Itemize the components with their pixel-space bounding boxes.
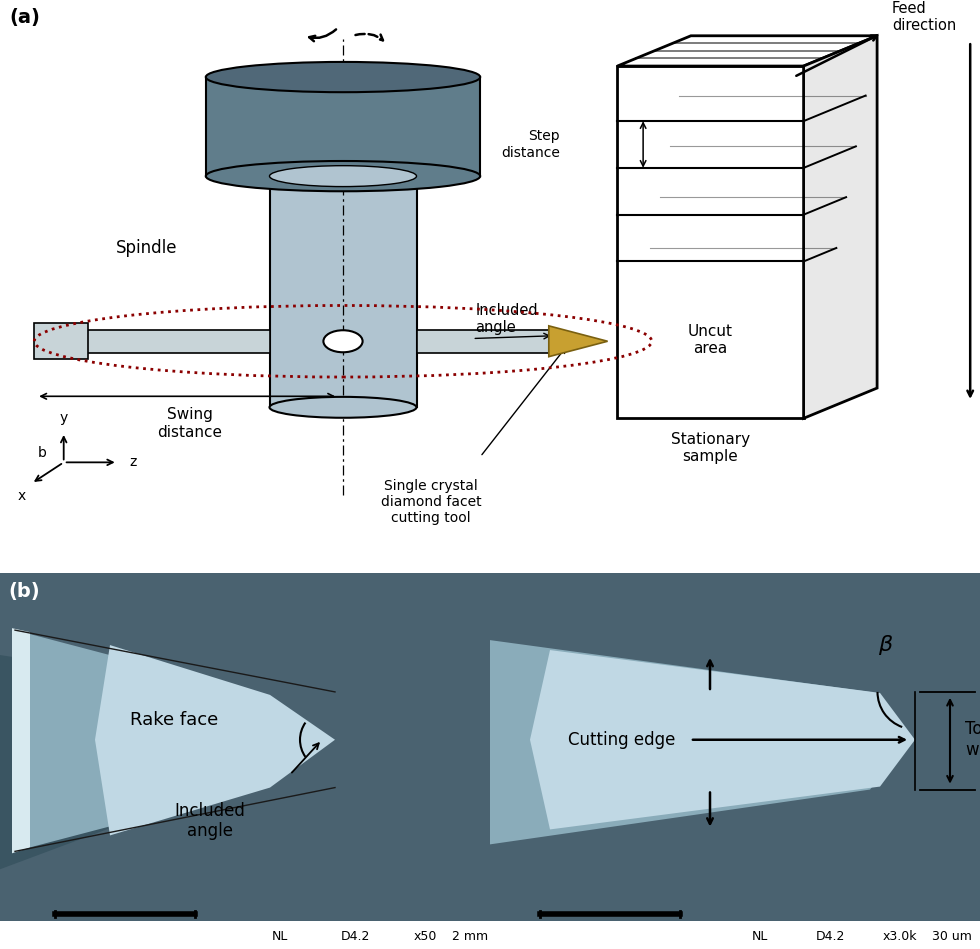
Text: x: x bbox=[18, 489, 25, 503]
FancyBboxPatch shape bbox=[416, 329, 549, 353]
Text: Tool
width: Tool width bbox=[965, 720, 980, 759]
FancyBboxPatch shape bbox=[206, 77, 480, 177]
Text: b: b bbox=[37, 446, 47, 459]
Text: z: z bbox=[129, 456, 137, 470]
Text: x3.0k: x3.0k bbox=[883, 930, 917, 942]
Text: Feed
direction: Feed direction bbox=[892, 1, 956, 33]
Text: Swing
distance: Swing distance bbox=[157, 407, 222, 439]
Text: NL: NL bbox=[271, 930, 288, 942]
Ellipse shape bbox=[206, 62, 480, 92]
Polygon shape bbox=[15, 630, 330, 851]
Polygon shape bbox=[804, 36, 877, 419]
Text: Cutting edge: Cutting edge bbox=[567, 731, 675, 749]
Polygon shape bbox=[549, 326, 608, 357]
Text: Rake face: Rake face bbox=[130, 711, 219, 729]
Text: x50: x50 bbox=[414, 930, 437, 942]
Text: (a): (a) bbox=[10, 9, 41, 28]
FancyBboxPatch shape bbox=[617, 66, 804, 419]
Ellipse shape bbox=[206, 161, 480, 192]
FancyBboxPatch shape bbox=[34, 323, 88, 360]
Text: 30 um: 30 um bbox=[932, 930, 972, 942]
Polygon shape bbox=[0, 655, 310, 869]
FancyBboxPatch shape bbox=[0, 573, 980, 923]
Polygon shape bbox=[95, 645, 335, 835]
Text: β: β bbox=[878, 635, 892, 655]
Text: 2 mm: 2 mm bbox=[452, 930, 488, 942]
Polygon shape bbox=[617, 36, 877, 66]
Text: Included
angle: Included angle bbox=[174, 802, 245, 840]
FancyBboxPatch shape bbox=[270, 177, 416, 407]
Text: (b): (b) bbox=[8, 583, 39, 602]
Polygon shape bbox=[12, 628, 30, 853]
Text: Stationary
sample: Stationary sample bbox=[671, 432, 750, 464]
Polygon shape bbox=[530, 650, 915, 829]
Text: Uncut
area: Uncut area bbox=[688, 324, 733, 356]
Text: D4.2: D4.2 bbox=[815, 930, 845, 942]
Text: NL: NL bbox=[752, 930, 768, 942]
Text: y: y bbox=[60, 412, 68, 425]
Ellipse shape bbox=[270, 166, 416, 187]
Text: Spindle: Spindle bbox=[117, 239, 177, 256]
Text: Single crystal
diamond facet
cutting tool: Single crystal diamond facet cutting too… bbox=[381, 479, 481, 525]
Polygon shape bbox=[490, 641, 910, 845]
FancyBboxPatch shape bbox=[0, 921, 980, 949]
Text: D4.2: D4.2 bbox=[340, 930, 369, 942]
Text: Included
angle: Included angle bbox=[475, 303, 538, 335]
FancyBboxPatch shape bbox=[59, 329, 270, 353]
Ellipse shape bbox=[270, 397, 416, 418]
Text: Step
distance: Step distance bbox=[501, 129, 560, 159]
Circle shape bbox=[323, 330, 363, 352]
